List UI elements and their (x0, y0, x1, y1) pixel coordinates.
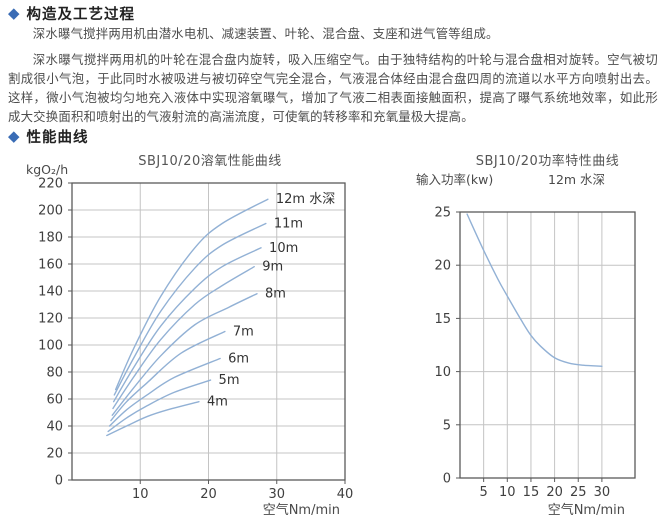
x-axis-label-left: 空气Nm/min (262, 503, 340, 518)
paragraph-composition: 深水曝气搅拌两用机由潜水电机、减速装置、叶轮、混合盘、支座和进气管等组成。 (32, 26, 499, 41)
svg-text:11m: 11m (274, 217, 303, 232)
svg-text:200: 200 (38, 204, 63, 219)
svg-text:25: 25 (434, 206, 451, 221)
svg-text:160: 160 (38, 258, 63, 273)
svg-text:9m: 9m (262, 260, 283, 275)
svg-text:25: 25 (570, 485, 587, 500)
chart-title-power: SBJ10/20功率特性曲线 (475, 154, 620, 169)
section-title-structure: 构造及工艺过程 (26, 7, 136, 23)
svg-text:180: 180 (38, 231, 63, 246)
svg-text:30: 30 (268, 487, 285, 502)
svg-text:15: 15 (434, 312, 451, 327)
svg-text:4m: 4m (207, 395, 228, 410)
svg-text:10m: 10m (269, 241, 298, 256)
diamond-bullet-icon: ◆ (8, 127, 20, 145)
svg-text:5: 5 (443, 418, 451, 433)
svg-text:20: 20 (434, 259, 451, 274)
dissolved-oxygen-chart-canvas: 0 20 40 60 80 100 120 140 160 180 200 220 10 20 30 40 4m… (38, 177, 354, 503)
y-axis-unit-left: kgO₂/h (26, 162, 69, 177)
section-header-structure: ◆ 构造及工艺过程 (8, 3, 135, 24)
svg-text:40: 40 (46, 420, 63, 435)
svg-text:5m: 5m (219, 373, 240, 388)
chart-title-dissolved-oxygen: SBJ10/20溶氧性能曲线 (138, 154, 282, 169)
svg-text:10: 10 (434, 365, 451, 380)
svg-text:30: 30 (594, 485, 611, 500)
svg-text:10: 10 (499, 485, 516, 500)
paragraph-process: 深水曝气搅拌两用机的叶轮在混合盘内旋转，吸入压缩空气。由于独特结构的叶轮与混合盘… (8, 52, 658, 124)
x-axis-label-right: 空气Nm/min (547, 503, 625, 518)
svg-text:140: 140 (38, 285, 63, 300)
svg-text:100: 100 (38, 339, 63, 354)
section-title-performance: 性能曲线 (26, 130, 89, 146)
svg-text:6m: 6m (228, 352, 249, 367)
svg-text:8m: 8m (265, 287, 286, 302)
section-header-performance: ◆ 性能曲线 (8, 126, 89, 147)
svg-text:12m 水深: 12m 水深 (276, 192, 335, 207)
svg-text:5: 5 (480, 485, 488, 500)
svg-text:120: 120 (38, 312, 63, 327)
power-chart-canvas: 0 5 10 15 20 25 5 10 15 20 25 30 (434, 206, 636, 500)
svg-text:0: 0 (55, 474, 63, 489)
svg-text:7m: 7m (233, 325, 254, 340)
diamond-bullet-icon: ◆ (8, 4, 20, 22)
svg-text:80: 80 (46, 366, 63, 381)
depth-annotation: 12m 水深 (548, 172, 606, 187)
svg-text:20: 20 (46, 447, 63, 462)
svg-text:20: 20 (200, 487, 217, 502)
svg-text:220: 220 (38, 177, 63, 192)
y-axis-unit-right: 输入功率(kw) (416, 172, 494, 187)
svg-text:10: 10 (132, 487, 149, 502)
svg-text:60: 60 (46, 393, 63, 408)
svg-text:15: 15 (523, 485, 540, 500)
svg-text:40: 40 (337, 487, 354, 502)
svg-text:0: 0 (443, 472, 451, 487)
svg-text:20: 20 (546, 485, 563, 500)
